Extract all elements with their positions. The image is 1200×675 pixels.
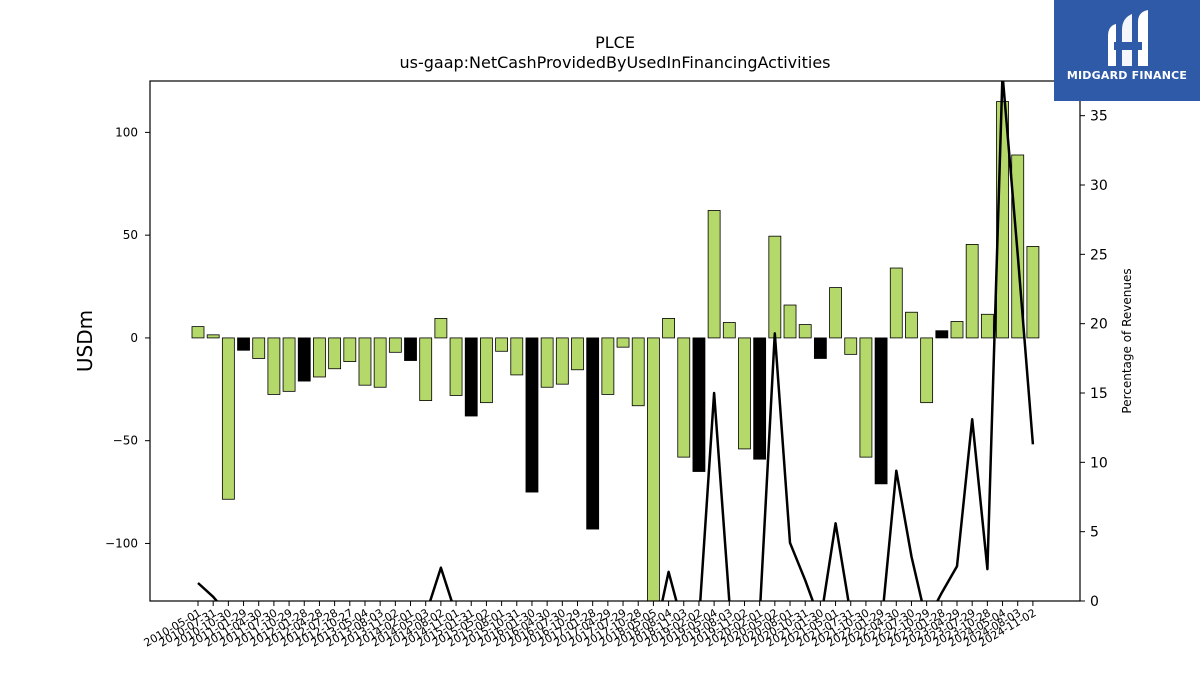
brand-name: MIDGARD FINANCE <box>1066 69 1188 82</box>
bar-2022-10-29 <box>920 337 934 404</box>
y-tick-label: 0 <box>130 331 138 345</box>
y2-tick-label: 5 <box>1090 525 1099 541</box>
bar-2023-10-28 <box>980 313 994 339</box>
chart-title: PLCE <box>595 33 635 52</box>
bar-2021-07-31 <box>844 337 858 355</box>
bar-2021-10-30 <box>859 337 873 458</box>
y2-tick-label: 25 <box>1090 247 1108 263</box>
bar-2012-07-28 <box>328 337 342 370</box>
bar-2018-08-04 <box>662 317 675 339</box>
bar-2016-10-29 <box>571 337 584 371</box>
bar-2019-02-02 <box>692 337 706 472</box>
bar-2019-05-04 <box>707 210 721 339</box>
bar-2018-11-03 <box>677 337 691 458</box>
bar-2015-05-02 <box>480 337 493 404</box>
bar-2020-08-01 <box>783 304 797 339</box>
bar-2011-07-30 <box>267 337 281 395</box>
bar-2014-02-01 <box>404 337 417 361</box>
bar-2021-05-01 <box>829 287 842 339</box>
y2-tick-label: 20 <box>1090 317 1108 333</box>
bar-2012-01-28 <box>297 337 311 382</box>
bar-2020-05-02 <box>768 235 782 339</box>
bar-2024-11-02 <box>1026 246 1040 339</box>
bar-2017-01-28 <box>586 337 600 530</box>
bar-2023-04-29 <box>950 321 964 339</box>
bar-2022-01-29 <box>874 337 888 485</box>
bar-2017-07-29 <box>616 337 630 348</box>
y2-tick-label: 0 <box>1090 594 1099 610</box>
bar-2013-11-02 <box>388 337 402 353</box>
bar-2013-08-03 <box>373 337 387 388</box>
bar-2022-04-30 <box>889 267 903 339</box>
bar-2022-07-30 <box>905 311 918 339</box>
bar-2011-01-29 <box>237 337 250 351</box>
y-tick-label: 100 <box>115 125 138 139</box>
y-tick-label: −100 <box>105 536 138 550</box>
bar-2015-08-01 <box>495 337 509 352</box>
bar-2018-05-05 <box>647 337 660 601</box>
bar-2013-05-04 <box>358 337 372 386</box>
bar-2020-10-31 <box>798 324 812 339</box>
bar-2016-07-30 <box>555 337 569 385</box>
y2-tick-label: 10 <box>1090 455 1108 471</box>
bar-2015-01-31 <box>464 337 478 417</box>
bar-2014-08-02 <box>434 317 448 339</box>
axes-layer: 100500−50−100051015202530352010-05-01201… <box>105 80 1108 650</box>
brand-logo: MIDGARD FINANCE <box>1054 0 1200 101</box>
bar-2014-11-01 <box>449 337 463 396</box>
y-tick-label: −50 <box>113 434 138 448</box>
bars-layer <box>191 101 1040 601</box>
bar-2012-04-28 <box>313 337 326 378</box>
bar-2020-02-01 <box>753 337 767 460</box>
line-percentage-of-revenues <box>197 81 1035 601</box>
bar-2011-10-29 <box>282 337 296 392</box>
bar-2019-08-03 <box>722 322 736 339</box>
bar-2019-11-02 <box>738 337 751 450</box>
y2-axis-label: Percentage of Revenues <box>1120 268 1134 413</box>
bar-2023-01-28 <box>935 330 949 339</box>
bar-2021-01-30 <box>813 337 827 359</box>
bar-2023-07-29 <box>965 243 979 339</box>
y-tick-label: 50 <box>123 228 138 242</box>
bar-2014-05-03 <box>419 337 433 402</box>
midgard-logo-icon <box>1108 10 1148 66</box>
y2-tick-label: 35 <box>1090 109 1108 125</box>
y2-tick-label: 30 <box>1090 178 1108 194</box>
bar-2017-04-29 <box>601 337 615 395</box>
bar-2010-10-30 <box>221 337 235 500</box>
bar-2016-01-30 <box>525 337 539 493</box>
line-layer <box>197 81 1035 601</box>
y-axis-label: USDm <box>73 310 97 372</box>
bar-2017-10-28 <box>631 337 645 407</box>
bar-2010-07-31 <box>206 334 220 339</box>
chart-subtitle: us-gaap:NetCashProvidedByUsedInFinancing… <box>399 53 830 72</box>
bar-2010-05-01 <box>191 326 205 339</box>
bar-2012-10-27 <box>343 337 357 362</box>
bar-2016-04-30 <box>540 337 554 388</box>
plot-frame <box>149 80 1081 602</box>
bar-2015-10-31 <box>510 337 524 376</box>
bar-2011-04-30 <box>252 337 266 359</box>
y2-tick-label: 15 <box>1090 386 1108 402</box>
